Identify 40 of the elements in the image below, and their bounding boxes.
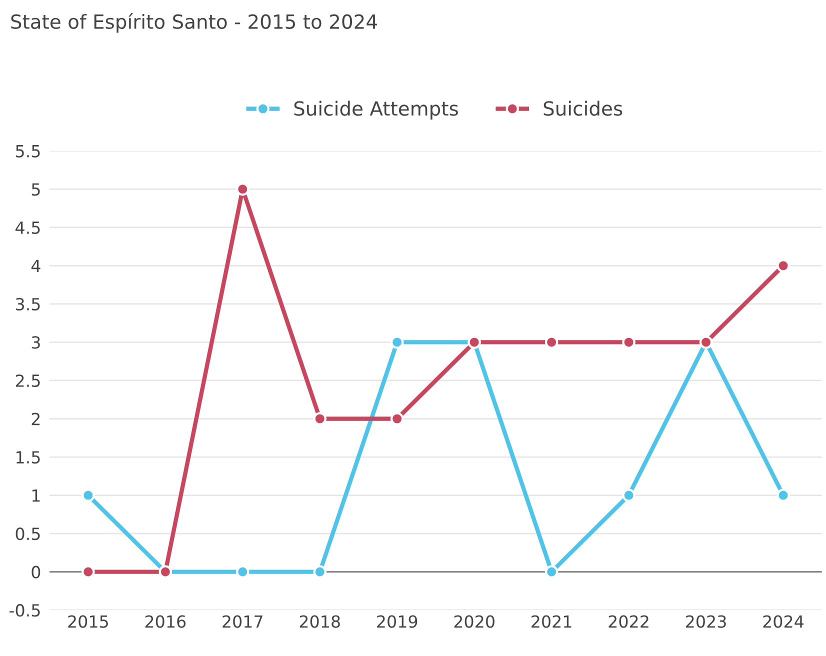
legend-label: Suicide Attempts	[294, 100, 458, 120]
point	[544, 336, 558, 349]
y-tick-label: 5.5	[16, 145, 40, 158]
x-tick-label: 2024	[763, 615, 804, 628]
y-tick-label: 4.5	[16, 222, 40, 234]
point	[776, 259, 790, 272]
x-tick-label: 2015	[68, 615, 108, 628]
point	[82, 565, 95, 578]
point	[313, 412, 326, 426]
point	[544, 565, 558, 578]
y-tick-label: 0	[32, 566, 40, 578]
x-tick-label: 2017	[222, 615, 262, 628]
point	[390, 336, 404, 349]
point	[390, 412, 404, 426]
x-tick-label: 2021	[532, 615, 572, 628]
x-tick-label: 2019	[377, 615, 418, 628]
y-tick-label: 5	[32, 183, 40, 196]
y-tick-label: 1.5	[16, 451, 40, 464]
point	[776, 488, 790, 502]
y-tick-label: 2.5	[16, 374, 40, 388]
legend-label: Suicides	[544, 100, 622, 116]
point	[622, 488, 636, 502]
point	[622, 336, 636, 349]
x-tick-label: 2022	[608, 615, 648, 628]
y-tick-label: -0.5	[10, 604, 40, 617]
chart-title: State of Espírito Santo - 2015 to 2024	[11, 13, 377, 33]
y-tick-label: 2	[32, 412, 40, 426]
y-tick-label: 1	[32, 489, 40, 502]
point	[82, 488, 95, 502]
y-tick-label: 3.5	[16, 298, 40, 311]
point	[313, 565, 326, 578]
point	[236, 565, 250, 578]
x-tick-label: 2020	[454, 615, 494, 628]
x-tick-label: 2016	[145, 615, 186, 628]
point	[236, 182, 250, 196]
y-tick-label: 3	[32, 336, 40, 349]
x-tick-label: 2023	[686, 615, 726, 628]
y-tick-label: 4	[31, 260, 40, 272]
x-tick-label: 2018	[300, 615, 340, 628]
y-tick-label: 0.5	[16, 528, 40, 540]
